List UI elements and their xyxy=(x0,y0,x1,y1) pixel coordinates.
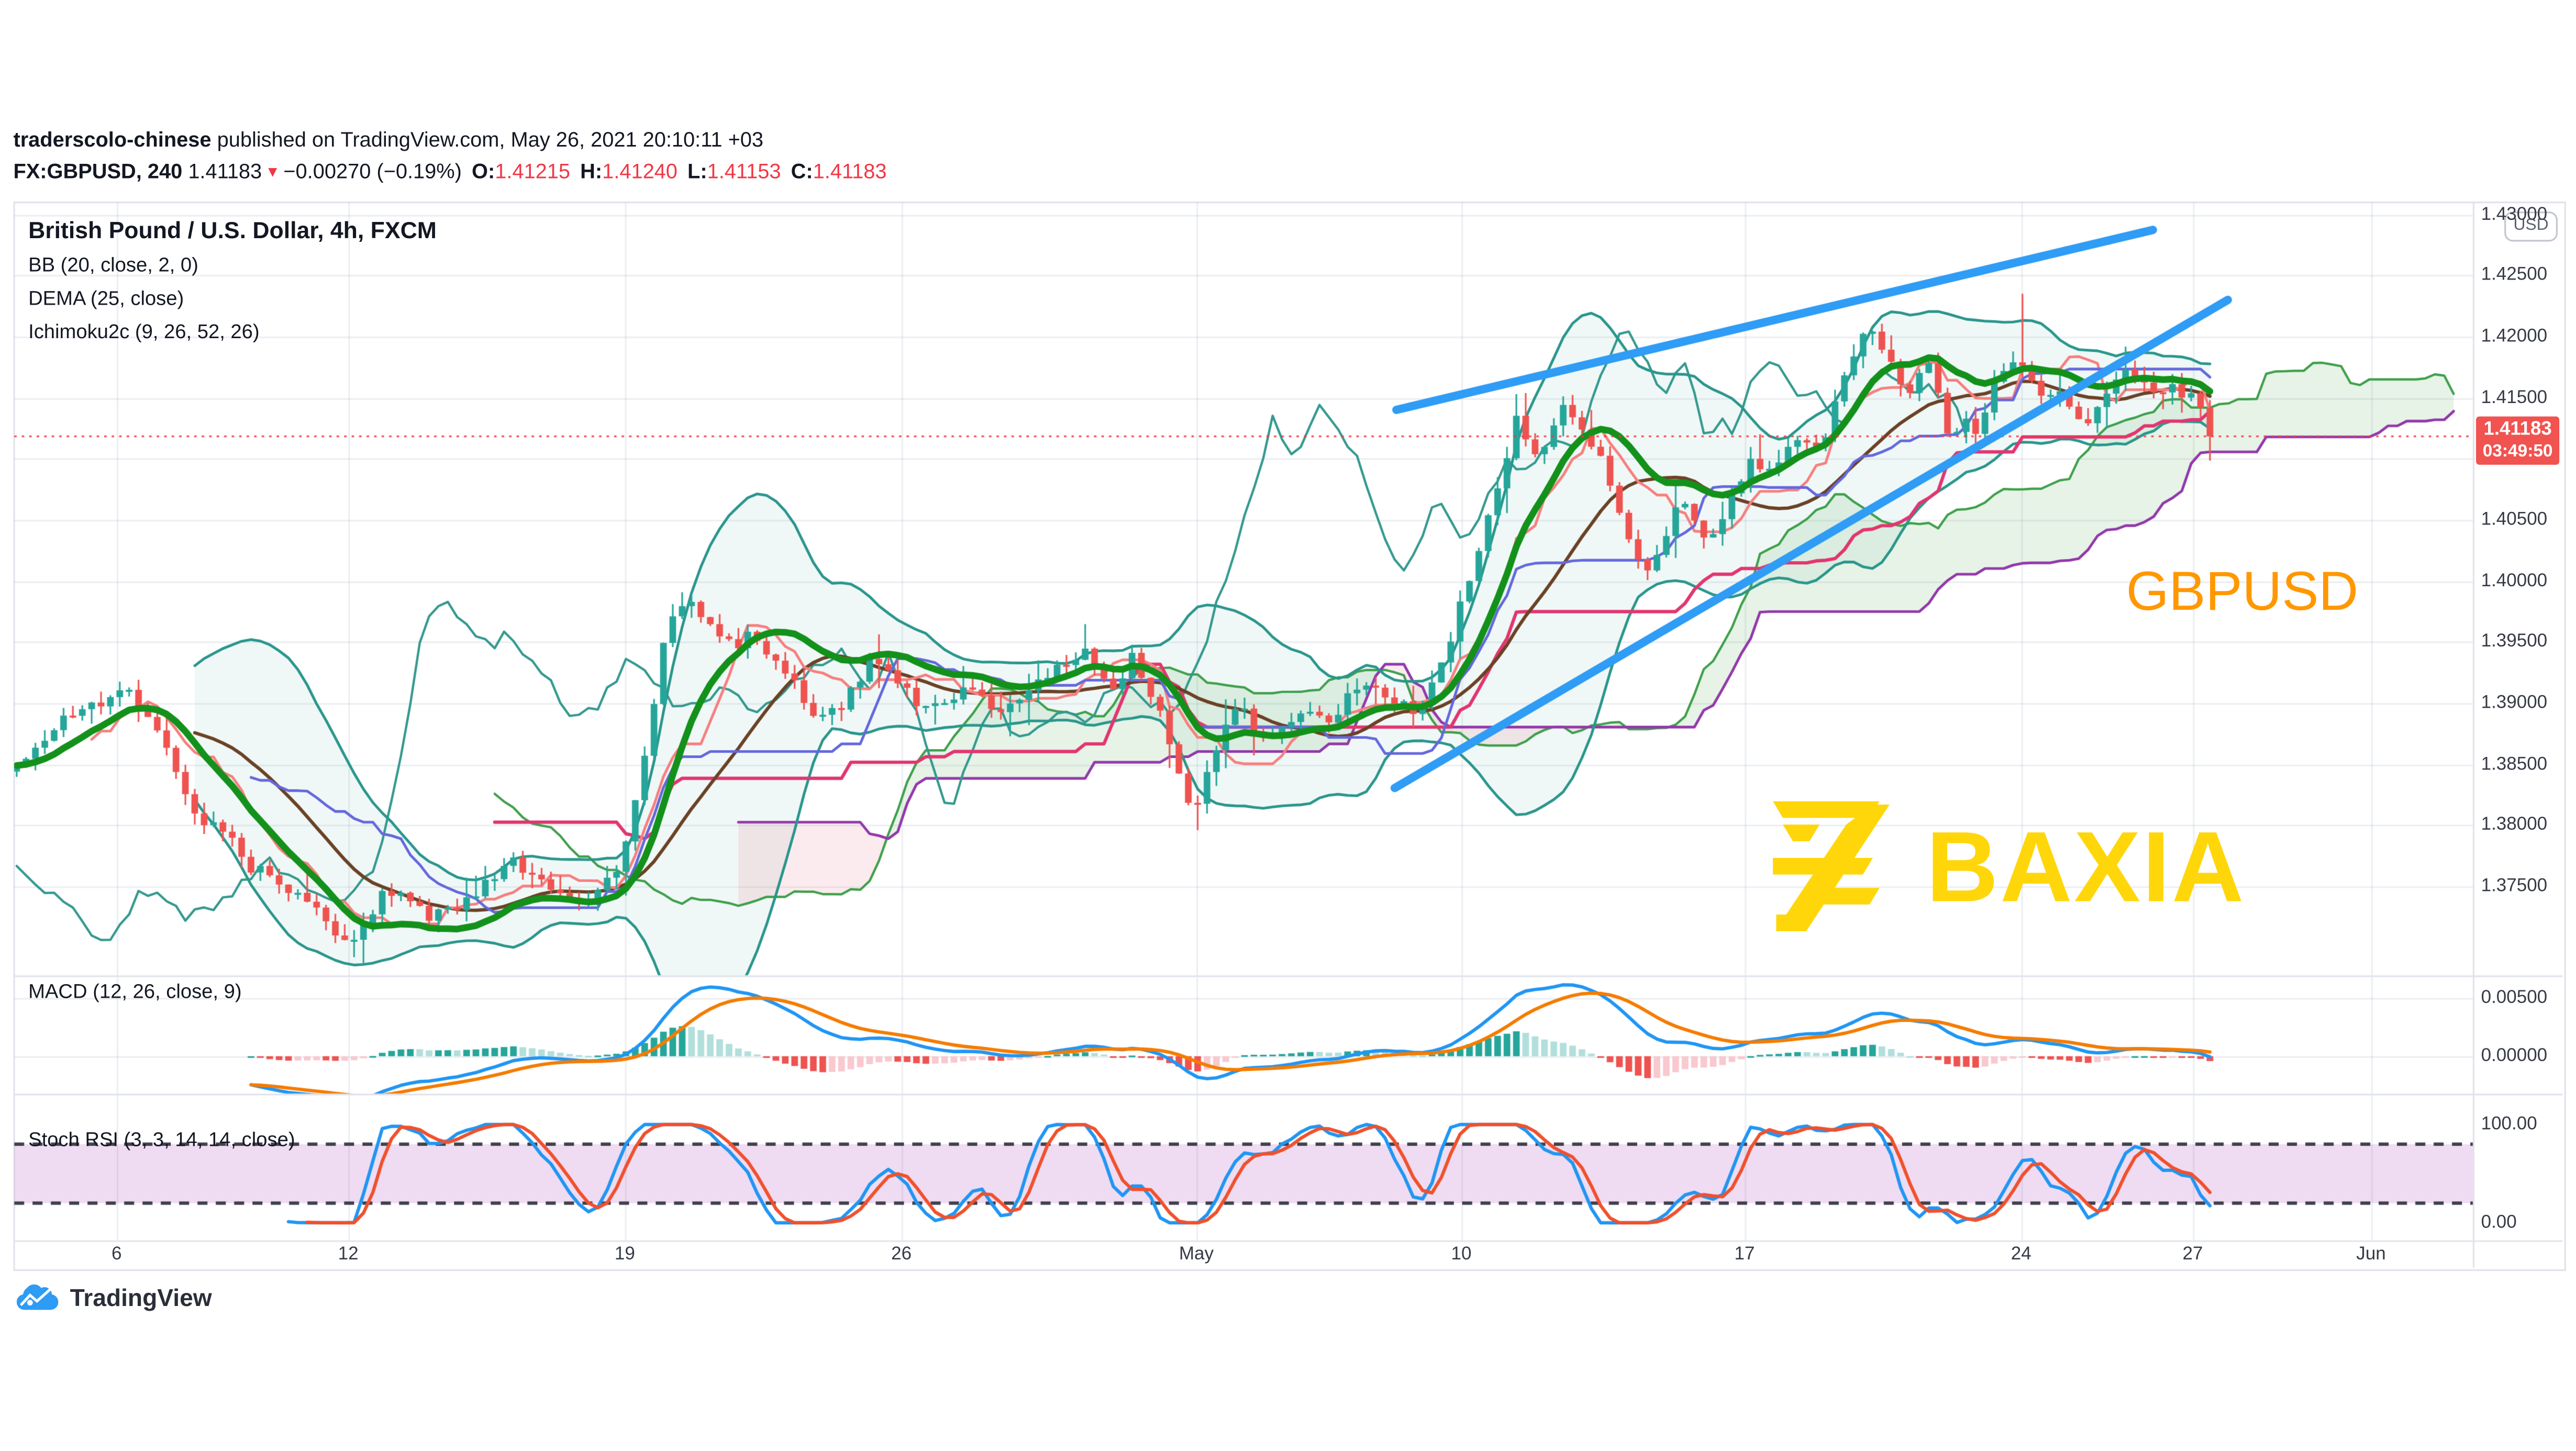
baxia-logo-icon xyxy=(1773,801,1890,931)
time-axis-label: 26 xyxy=(891,1244,912,1265)
tradingview-logo-icon xyxy=(16,1284,59,1310)
tradingview-logo-text: TradingView xyxy=(70,1285,212,1312)
price-axis-label: 1.38500 xyxy=(2481,754,2548,774)
macd-axis-label: 0.00000 xyxy=(2481,1046,2548,1066)
stoch-axis-label: 0.00 xyxy=(2481,1212,2517,1233)
legend-bb[interactable]: BB (20, close, 2, 0) xyxy=(28,253,198,277)
tradingview-attribution[interactable]: TradingView xyxy=(16,1284,212,1313)
chart-title: British Pound / U.S. Dollar, 4h, FXCM xyxy=(28,216,437,243)
time-axis-label: 12 xyxy=(338,1244,359,1265)
time-axis-label: 17 xyxy=(1734,1244,1755,1265)
chart-legend: British Pound / U.S. Dollar, 4h, FXCM BB… xyxy=(28,215,437,347)
price-axis-label: 1.37500 xyxy=(2481,876,2548,897)
time-axis-label: May xyxy=(1179,1244,1214,1265)
baxia-watermark: BAXIA xyxy=(1770,801,2246,935)
price-axis-label: 1.43000 xyxy=(2481,204,2548,225)
time-axis-label: 6 xyxy=(112,1244,122,1265)
price-axis-label: 1.38000 xyxy=(2481,815,2548,835)
price-axis-label: 1.40500 xyxy=(2481,509,2548,530)
last-price-tag: 1.41183 03:49:50 xyxy=(2476,416,2560,465)
macd-axis-label: 0.00500 xyxy=(2481,988,2548,1008)
time-axis-label: 19 xyxy=(614,1244,635,1265)
last-price-value: 1.41183 xyxy=(2483,419,2552,440)
time-axis-label: 10 xyxy=(1451,1244,1472,1265)
bar-countdown: 03:49:50 xyxy=(2482,441,2553,462)
price-axis-label: 1.41500 xyxy=(2481,387,2548,408)
symbol-watermark: GBPUSD xyxy=(2126,560,2359,622)
legend-ichimoku[interactable]: Ichimoku2c (9, 26, 52, 26) xyxy=(28,320,260,343)
stoch-pane-label[interactable]: Stoch RSI (3, 3, 14, 14, close) xyxy=(28,1128,295,1152)
time-axis-label: 24 xyxy=(2011,1244,2031,1265)
legend-dema[interactable]: DEMA (25, close) xyxy=(28,286,184,310)
macd-pane-label[interactable]: MACD (12, 26, close, 9) xyxy=(28,979,242,1003)
price-axis-label: 1.42500 xyxy=(2481,265,2548,286)
stoch-axis-label: 100.00 xyxy=(2481,1114,2537,1135)
price-axis-label: 1.39500 xyxy=(2481,632,2548,652)
baxia-logo-text: BAXIA xyxy=(1926,811,2246,923)
price-axis-label: 1.42000 xyxy=(2481,326,2548,347)
price-axis-label: 1.40000 xyxy=(2481,571,2548,591)
price-axis-label: 1.39000 xyxy=(2481,693,2548,713)
time-axis-label: Jun xyxy=(2356,1244,2386,1265)
time-axis-label: 27 xyxy=(2182,1244,2203,1265)
currency-toggle-button[interactable]: USD xyxy=(2504,211,2558,242)
